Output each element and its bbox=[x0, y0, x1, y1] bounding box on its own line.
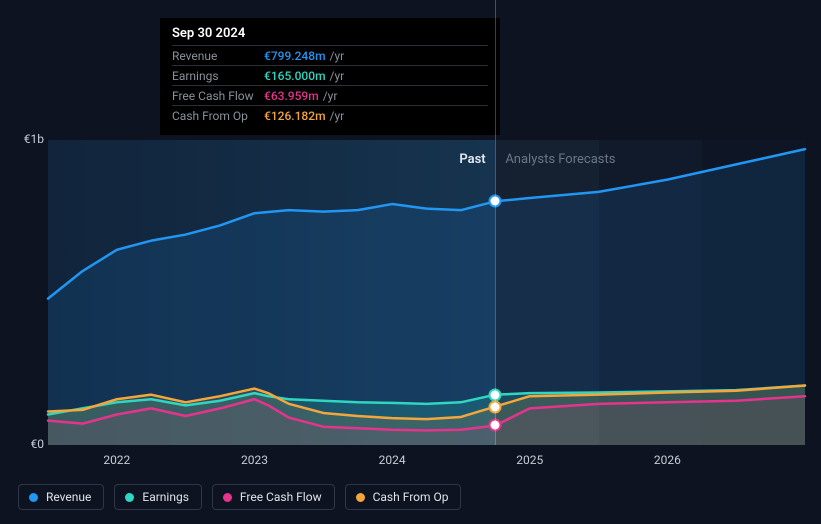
legend-label: Cash From Op bbox=[373, 490, 449, 504]
legend-label: Free Cash Flow bbox=[240, 490, 322, 504]
tooltip-row-value: €126.182m bbox=[264, 109, 326, 123]
legend-item[interactable]: Free Cash Flow bbox=[212, 484, 335, 510]
x-axis-label: 2026 bbox=[654, 453, 681, 467]
legend-label: Earnings bbox=[142, 490, 189, 504]
y-axis-label: €0 bbox=[18, 437, 44, 451]
tooltip-row-value: €165.000m bbox=[264, 69, 326, 83]
legend-item[interactable]: Cash From Op bbox=[345, 484, 462, 510]
tooltip-title: Sep 30 2024 bbox=[172, 26, 488, 45]
legend-dot-icon bbox=[29, 493, 38, 502]
x-axis-label: 2022 bbox=[103, 453, 130, 467]
tooltip-row-unit: /yr bbox=[330, 49, 345, 63]
tooltip-row-name: Cash From Op bbox=[172, 109, 264, 123]
split-line bbox=[495, 0, 496, 445]
legend-label: Revenue bbox=[46, 490, 91, 504]
tooltip-row-name: Revenue bbox=[172, 49, 264, 63]
legend-item[interactable]: Earnings bbox=[114, 484, 202, 510]
legend-dot-icon bbox=[356, 493, 365, 502]
tooltip-row-unit: /yr bbox=[330, 69, 345, 83]
tooltip-row: Earnings€165.000m/yr bbox=[172, 65, 488, 85]
tooltip-row-name: Free Cash Flow bbox=[172, 89, 264, 103]
tooltip-row-name: Earnings bbox=[172, 69, 264, 83]
earnings-forecast-chart: Sep 30 2024 Revenue€799.248m/yrEarnings€… bbox=[18, 0, 805, 524]
tooltip-row: Revenue€799.248m/yr bbox=[172, 45, 488, 65]
past-label: Past bbox=[459, 152, 485, 167]
legend-dot-icon bbox=[125, 493, 134, 502]
tooltip-row-unit: /yr bbox=[323, 89, 338, 103]
tooltip-row-value: €63.959m bbox=[264, 89, 319, 103]
tooltip-row-unit: /yr bbox=[330, 109, 345, 123]
tooltip-row: Free Cash Flow€63.959m/yr bbox=[172, 85, 488, 105]
legend-item[interactable]: Revenue bbox=[18, 484, 104, 510]
chart-tooltip: Sep 30 2024 Revenue€799.248m/yrEarnings€… bbox=[160, 18, 500, 135]
x-axis-label: 2025 bbox=[516, 453, 543, 467]
y-axis-label: €1b bbox=[18, 132, 44, 146]
plot-area[interactable] bbox=[48, 140, 805, 445]
forecast-label: Analysts Forecasts bbox=[505, 152, 615, 167]
tooltip-row: Cash From Op€126.182m/yr bbox=[172, 105, 488, 125]
x-axis-label: 2024 bbox=[379, 453, 406, 467]
chart-legend: Revenue Earnings Free Cash Flow Cash From O… bbox=[18, 484, 461, 510]
tooltip-row-value: €799.248m bbox=[264, 49, 326, 63]
legend-dot-icon bbox=[223, 493, 232, 502]
chart-lines bbox=[48, 140, 805, 445]
x-axis-label: 2023 bbox=[241, 453, 268, 467]
